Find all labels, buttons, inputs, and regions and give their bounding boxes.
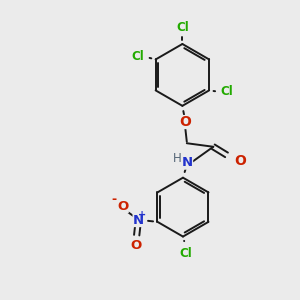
Text: O: O — [234, 154, 246, 168]
Text: N: N — [133, 214, 144, 227]
Text: O: O — [117, 200, 129, 213]
Text: H: H — [173, 152, 182, 165]
Text: Cl: Cl — [132, 50, 144, 63]
Text: +: + — [138, 210, 146, 220]
Text: O: O — [179, 115, 191, 129]
Text: Cl: Cl — [179, 247, 192, 260]
Text: -: - — [112, 193, 117, 206]
Text: Cl: Cl — [176, 21, 189, 34]
Text: O: O — [130, 238, 142, 252]
Text: N: N — [182, 157, 193, 169]
Text: Cl: Cl — [220, 85, 233, 98]
